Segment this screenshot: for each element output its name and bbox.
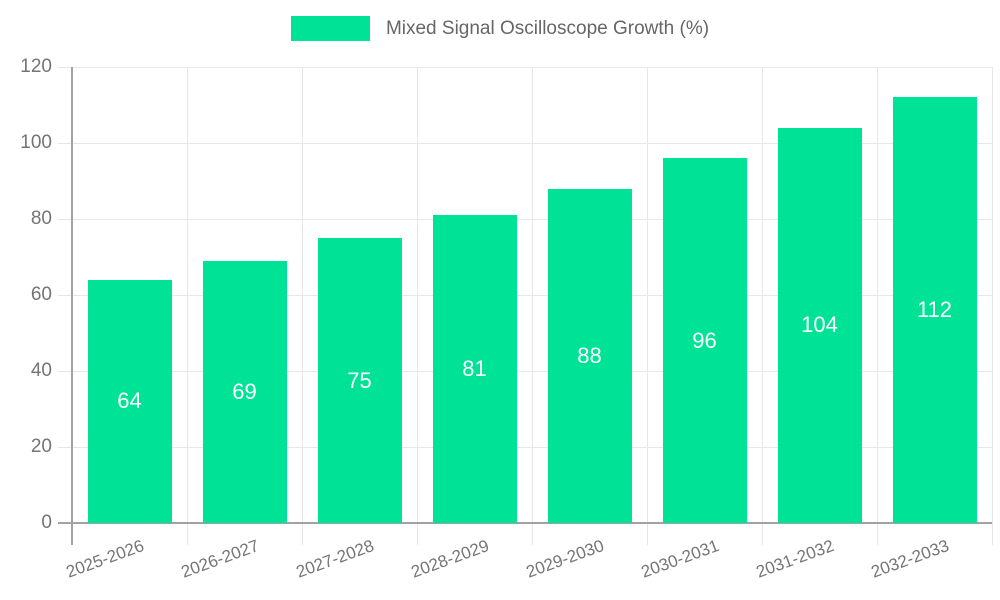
bar[interactable] bbox=[432, 215, 517, 523]
bar-value-label: 96 bbox=[692, 327, 717, 353]
x-axis-tick bbox=[991, 523, 993, 545]
y-tick-label: 20 bbox=[30, 436, 52, 457]
x-axis-tick bbox=[876, 523, 878, 545]
bar-value-label: 64 bbox=[117, 388, 142, 414]
y-axis-tick bbox=[58, 218, 72, 220]
x-axis-tick bbox=[301, 523, 303, 545]
gridline-vertical bbox=[186, 67, 188, 523]
y-tick-label: 80 bbox=[30, 208, 52, 229]
x-axis-line bbox=[72, 522, 992, 524]
bar-value-label: 69 bbox=[232, 378, 257, 404]
bar[interactable] bbox=[892, 97, 977, 523]
gridline-vertical bbox=[416, 67, 418, 523]
gridline-vertical bbox=[761, 67, 763, 523]
y-axis-tick bbox=[58, 66, 72, 68]
bar-value-label: 112 bbox=[916, 297, 953, 323]
y-tick-label: 40 bbox=[30, 360, 52, 381]
x-axis-tick bbox=[646, 523, 648, 545]
bar-value-label: 104 bbox=[801, 312, 838, 338]
x-axis-tick bbox=[186, 523, 188, 545]
bar-value-label: 81 bbox=[462, 356, 487, 382]
gridline-vertical bbox=[876, 67, 878, 523]
bar[interactable] bbox=[202, 260, 287, 523]
gridline-vertical bbox=[301, 67, 303, 523]
y-axis-tick bbox=[58, 294, 72, 296]
y-tick-label: 0 bbox=[41, 512, 52, 533]
y-tick-label: 120 bbox=[20, 56, 52, 77]
legend-swatch bbox=[290, 16, 370, 41]
bar[interactable] bbox=[662, 158, 747, 523]
bar[interactable] bbox=[317, 238, 402, 523]
gridline-vertical bbox=[646, 67, 648, 523]
y-tick-label: 60 bbox=[30, 284, 52, 305]
bar-value-label: 75 bbox=[347, 367, 372, 393]
bar-value-label: 88 bbox=[577, 342, 602, 368]
x-axis-tick bbox=[531, 523, 533, 545]
bar[interactable] bbox=[777, 127, 862, 523]
legend[interactable]: Mixed Signal Oscilloscope Growth (%) bbox=[0, 16, 1000, 41]
y-axis-tick bbox=[58, 142, 72, 144]
x-axis-tick bbox=[761, 523, 763, 545]
bar[interactable] bbox=[87, 279, 172, 523]
y-axis-line bbox=[71, 67, 73, 523]
gridline-vertical bbox=[991, 67, 993, 523]
y-tick-label: 100 bbox=[20, 132, 52, 153]
gridline-vertical bbox=[531, 67, 533, 523]
legend-label: Mixed Signal Oscilloscope Growth (%) bbox=[385, 17, 710, 39]
x-axis-tick bbox=[416, 523, 418, 545]
y-axis-tick bbox=[58, 370, 72, 372]
x-axis-tick bbox=[71, 523, 73, 545]
y-axis-tick bbox=[58, 522, 72, 524]
bar[interactable] bbox=[547, 188, 632, 523]
y-axis-tick bbox=[58, 446, 72, 448]
